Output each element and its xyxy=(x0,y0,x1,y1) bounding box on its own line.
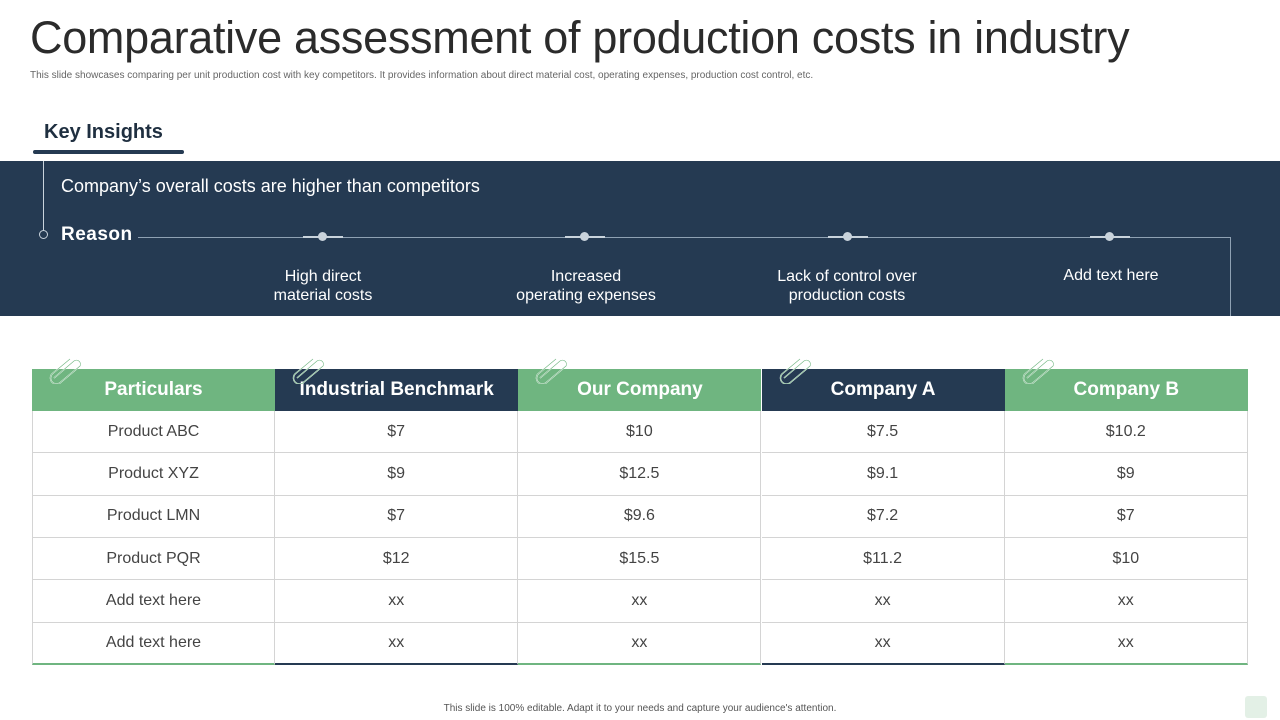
table-cell: $7.2 xyxy=(761,495,1005,538)
column-header: Industrial Benchmark xyxy=(275,369,519,411)
insight-headline: Company’s overall costs are higher than … xyxy=(61,176,480,196)
corner-badge xyxy=(1245,696,1267,718)
table-cell: Product XYZ xyxy=(32,453,275,496)
column-header: Company A xyxy=(761,369,1005,411)
insights-band: Company’s overall costs are higher than … xyxy=(0,161,1280,316)
table-cell: xx xyxy=(275,580,519,623)
reason-marker-icon xyxy=(828,232,868,241)
table-cell: $7 xyxy=(275,495,519,538)
reason-label: Reason xyxy=(61,224,133,245)
table-cell: Add text here xyxy=(32,580,275,623)
table-column: Company A $7.5 $9.1 $7.2 $11.2 xx xx xyxy=(761,358,1005,665)
table-cell: xx xyxy=(518,580,762,623)
table-column: Company B $10.2 $9 $7 $10 xx xx xyxy=(1004,358,1248,665)
reason-item: Add text here xyxy=(1063,267,1159,284)
paperclip-icon xyxy=(1021,356,1061,385)
paperclip-icon xyxy=(534,356,574,385)
table-cell: xx xyxy=(275,622,519,665)
paperclip-icon xyxy=(48,356,88,385)
table-cell: $7.5 xyxy=(761,411,1005,454)
table-cell: $9 xyxy=(275,453,519,496)
table-cell: $7 xyxy=(1004,495,1248,538)
table-cell: $10.2 xyxy=(1004,411,1248,454)
reason-marker-icon xyxy=(303,232,343,241)
table-cell: $9.6 xyxy=(518,495,762,538)
table-cell: $10 xyxy=(1004,537,1248,581)
table-cell: $15.5 xyxy=(518,537,762,581)
table-cell: Product LMN xyxy=(32,495,275,538)
table-cell: $12 xyxy=(275,537,519,581)
timeline-horizontal-line xyxy=(138,237,1231,238)
column-header: Particulars xyxy=(32,369,275,411)
key-insights-underline xyxy=(33,150,184,154)
timeline-dot xyxy=(39,230,48,239)
table-cell: xx xyxy=(1004,580,1248,623)
table-cell: xx xyxy=(1004,622,1248,665)
page-title: Comparative assessment of production cos… xyxy=(30,12,1130,63)
table-cell: Product ABC xyxy=(32,411,275,454)
paperclip-icon xyxy=(778,356,818,385)
table-cell: $9 xyxy=(1004,453,1248,496)
table-cell: xx xyxy=(518,622,762,665)
paperclip-icon xyxy=(291,356,331,385)
table-cell: $11.2 xyxy=(761,537,1005,581)
column-header: Our Company xyxy=(518,369,762,411)
table-cell: xx xyxy=(761,580,1005,623)
table-cell: $9.1 xyxy=(761,453,1005,496)
table-column: Our Company $10 $12.5 $9.6 $15.5 xx xx xyxy=(518,358,762,665)
page-subtitle: This slide showcases comparing per unit … xyxy=(30,70,814,81)
reason-item: High direct material costs xyxy=(273,268,373,304)
reason-item: Lack of control over production costs xyxy=(777,268,917,304)
key-insights-heading: Key Insights xyxy=(44,121,163,143)
table-cell: xx xyxy=(761,622,1005,665)
reason-marker-icon xyxy=(1090,232,1130,241)
timeline-right-line xyxy=(1230,237,1231,316)
footer-note: This slide is 100% editable. Adapt it to… xyxy=(443,703,837,714)
timeline-vertical-line xyxy=(43,161,44,235)
table-column: Industrial Benchmark $7 $9 $7 $12 xx xx xyxy=(275,358,519,665)
table-cell: $12.5 xyxy=(518,453,762,496)
table-cell: Product PQR xyxy=(32,537,275,581)
table-column: Particulars Product ABC Product XYZ Product… xyxy=(32,358,275,665)
column-header: Company B xyxy=(1004,369,1248,411)
table-cell: Add text here xyxy=(32,622,275,665)
reason-marker-icon xyxy=(565,232,605,241)
reason-item: Increased operating expenses xyxy=(516,268,656,304)
table-cell: $7 xyxy=(275,411,519,454)
table-cell: $10 xyxy=(518,411,762,454)
